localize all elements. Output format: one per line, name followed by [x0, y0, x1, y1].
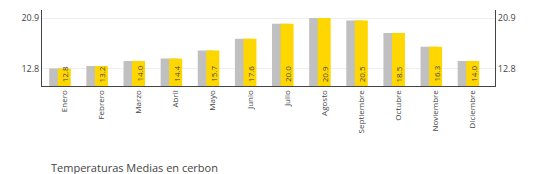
svg-text:12.8: 12.8: [498, 62, 516, 75]
svg-text:Abril: Abril: [169, 90, 180, 107]
svg-text:Diciembre: Diciembre: [466, 90, 477, 129]
svg-text:20.9: 20.9: [319, 66, 330, 82]
svg-text:Noviembre: Noviembre: [429, 90, 440, 132]
svg-text:14.0: 14.0: [468, 65, 479, 81]
svg-text:Julio: Julio: [281, 90, 292, 107]
svg-text:20.0: 20.0: [282, 66, 293, 82]
svg-text:Mayo: Mayo: [206, 90, 217, 111]
svg-text:Octubre: Octubre: [392, 90, 403, 121]
svg-text:18.5: 18.5: [393, 66, 404, 82]
svg-text:Junio: Junio: [244, 90, 255, 110]
svg-text:13.2: 13.2: [96, 66, 107, 82]
svg-text:17.6: 17.6: [245, 66, 256, 82]
svg-text:12.8: 12.8: [21, 62, 39, 75]
svg-text:20.9: 20.9: [498, 11, 516, 24]
svg-text:Enero: Enero: [58, 90, 69, 112]
svg-text:20.9: 20.9: [21, 11, 39, 24]
svg-text:16.3: 16.3: [431, 65, 442, 81]
svg-text:Septiembre: Septiembre: [355, 90, 366, 134]
svg-text:20.5: 20.5: [356, 66, 367, 82]
svg-text:12.8: 12.8: [59, 66, 70, 82]
svg-text:Marzo: Marzo: [132, 90, 143, 114]
svg-text:15.7: 15.7: [208, 66, 219, 82]
svg-text:Temperaturas Medias en cerbon: Temperaturas Medias en cerbon: [51, 160, 218, 174]
svg-text:14.4: 14.4: [171, 65, 182, 81]
svg-text:14.0: 14.0: [134, 65, 145, 81]
svg-text:Agosto: Agosto: [318, 90, 329, 116]
svg-text:Febrero: Febrero: [95, 90, 106, 120]
